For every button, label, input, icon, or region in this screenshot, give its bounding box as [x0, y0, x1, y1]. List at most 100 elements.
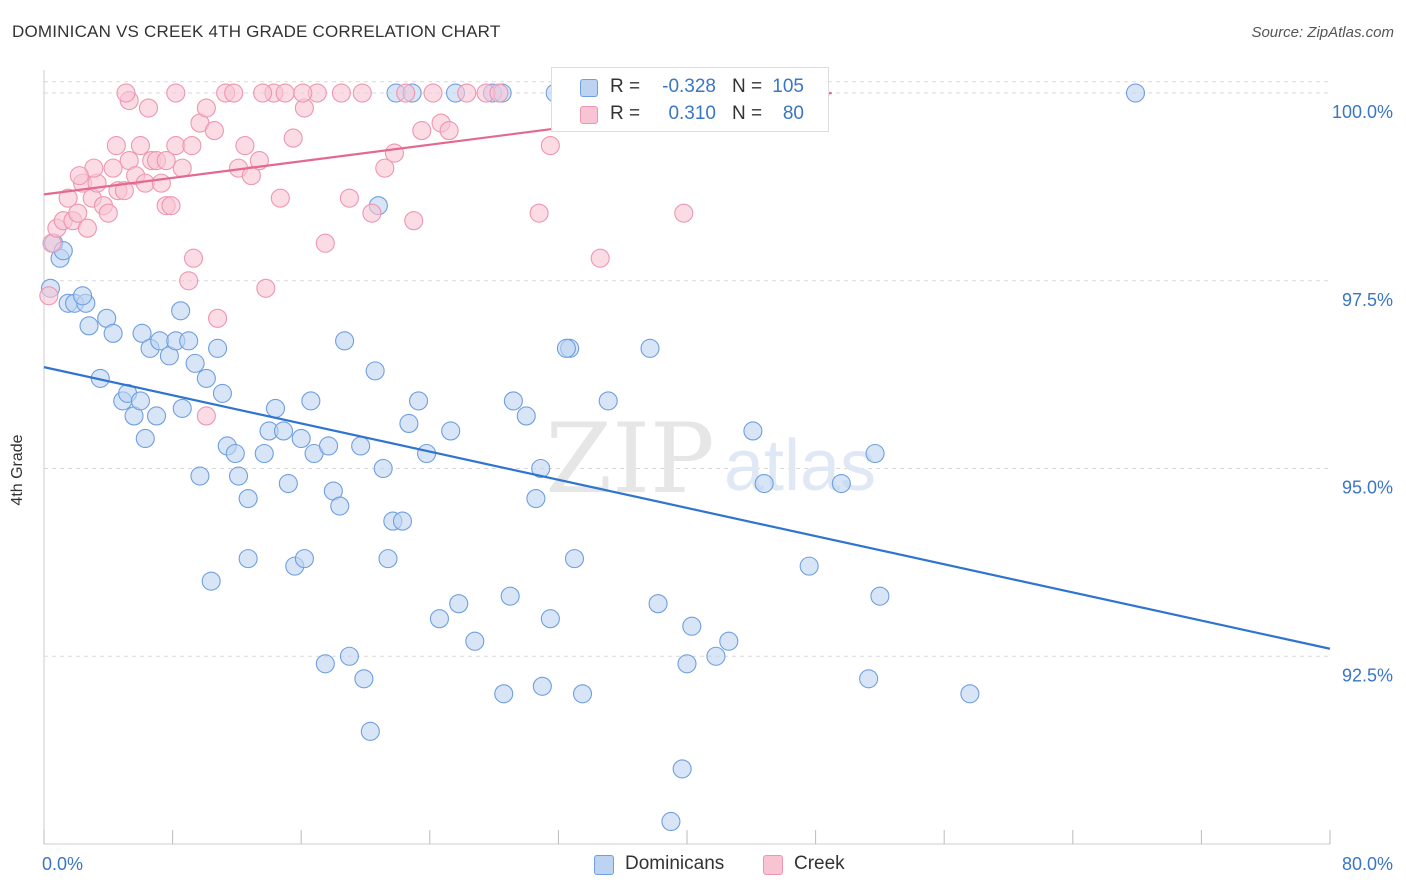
creek-point [270, 188, 290, 208]
creek-point [529, 203, 549, 223]
dominicans-point [465, 631, 485, 651]
dominicans-point [677, 654, 697, 674]
dominicans-point [378, 549, 398, 569]
creek-point [352, 83, 372, 103]
source-label: Source: ZipAtlas.com [1251, 24, 1394, 41]
legend-swatch-creek [763, 855, 783, 875]
chart-title: DOMINICAN VS CREEK 4TH GRADE CORRELATION… [12, 22, 501, 41]
dominicans-point [960, 684, 980, 704]
creek-point [590, 248, 610, 268]
dominicans-point [208, 338, 228, 358]
creek-point [156, 151, 176, 171]
dominicans-point [179, 331, 199, 351]
creek-point [183, 248, 204, 268]
dominicans-point [291, 428, 311, 449]
dominicans-point [859, 669, 879, 689]
creek-point [98, 203, 118, 223]
legend-label-creek: Creek [794, 853, 845, 874]
axes [43, 70, 1331, 845]
creek-point [362, 203, 382, 223]
dominicans-point [354, 669, 374, 689]
dominicans-point [1125, 83, 1146, 103]
watermark-zip: ZIP [545, 403, 714, 515]
creek-point [204, 121, 224, 141]
dominicans-point [429, 609, 449, 629]
dominicans-point [503, 391, 523, 411]
creek-point [384, 143, 404, 163]
dominicans-trend-line [43, 366, 1331, 650]
legend-r-label: R = [610, 76, 641, 97]
y-tick-label: 95.0% [1342, 478, 1393, 498]
legend-row-dominicans: R = -0.328 N = 105 [552, 74, 828, 102]
legend-swatch-dominicans [594, 855, 614, 875]
creek-point [182, 136, 202, 156]
legend-r-value: -0.328 [662, 76, 716, 97]
dominicans-point [335, 331, 355, 351]
dominicans-point [73, 286, 93, 306]
dominicans-point [682, 616, 702, 636]
dominicans-point [719, 631, 739, 651]
creek-point [39, 286, 59, 306]
creek-point [412, 121, 432, 141]
creek-point [423, 83, 443, 103]
dominicans-point [417, 443, 437, 464]
dominicans-point [865, 443, 885, 464]
creek-point [196, 98, 216, 118]
legend-n-value: 80 [782, 103, 804, 124]
creek-point [179, 271, 199, 291]
dominicans-point [190, 466, 210, 486]
legend-label-dominicans: Dominicans [625, 853, 725, 874]
dominicans-point [449, 594, 469, 614]
dominicans-point [743, 421, 763, 441]
correlation-legend: R = -0.328 N = 105 R = 0.310 N = 80 [551, 67, 829, 132]
x-tick-label: 0.0% [42, 854, 83, 874]
dominicans-point [196, 368, 216, 388]
y-tick-label: 97.5% [1342, 290, 1393, 310]
dominicans-point [273, 421, 294, 441]
dominicans-point [130, 391, 150, 411]
dominicans-point [339, 646, 359, 666]
dominicans-point [640, 338, 660, 358]
creek-point [224, 83, 244, 103]
creek-point [256, 278, 276, 298]
dominicans-point [494, 684, 514, 704]
dominicans-point [201, 571, 221, 591]
creek-point [151, 173, 171, 193]
dominicans-point [228, 466, 249, 486]
dominicans-point [373, 458, 393, 479]
dominicans-point [103, 323, 123, 343]
dominicans-point [532, 676, 552, 696]
dominicans-point [171, 301, 191, 321]
creek-point [235, 136, 255, 156]
dominicans-point [799, 556, 819, 576]
dominicans-point [572, 684, 593, 704]
legend-row-creek: R = 0.310 N = 80 [552, 101, 828, 129]
creek-point [103, 158, 123, 178]
creek-point [339, 188, 359, 208]
dominicans-point [706, 646, 726, 666]
dominicans-point [754, 473, 774, 494]
dominicans-point [238, 549, 258, 569]
creek-point [457, 83, 477, 103]
creek-point [293, 83, 313, 103]
dominicans-point [238, 488, 258, 509]
creek-point [69, 166, 89, 186]
creek-point [114, 181, 134, 201]
dominicans-point [318, 436, 339, 456]
dominicans-point [315, 654, 335, 674]
dominicans-point [172, 398, 192, 418]
dominicans-point [265, 398, 286, 418]
creek-point [489, 83, 509, 103]
legend-swatch-blue [580, 79, 598, 97]
creek-point [138, 98, 159, 118]
creek-point [439, 121, 459, 141]
legend-n-label: N = [732, 103, 763, 124]
legend-n-label: N = [732, 76, 763, 97]
dominicans-point [278, 473, 298, 494]
creek-point [166, 83, 186, 103]
creek-point [253, 83, 273, 103]
creek-point [106, 136, 126, 156]
creek-points [39, 83, 811, 426]
dominicans-point [254, 443, 274, 464]
dominicans-point [661, 811, 681, 832]
